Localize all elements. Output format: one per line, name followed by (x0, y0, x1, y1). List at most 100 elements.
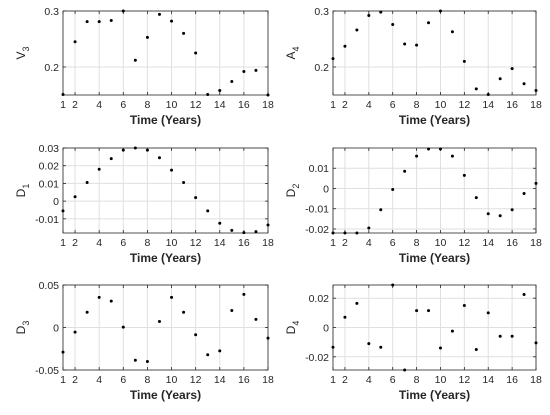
y-tick-label: 0 (53, 196, 59, 208)
data-point (157, 12, 161, 16)
x-tick-label: 4 (366, 237, 372, 249)
x-tick-label: 1 (330, 99, 336, 111)
data-point (109, 299, 113, 303)
y-axis-label-main: D (14, 325, 28, 334)
data-point (438, 9, 442, 13)
data-point (403, 368, 407, 372)
x-tick-label: 8 (144, 237, 150, 249)
data-point (133, 358, 137, 362)
data-point (109, 157, 113, 161)
data-point (343, 315, 347, 319)
y-tick-label: 0.02 (39, 161, 60, 173)
data-point (510, 67, 514, 71)
x-tick-label: 4 (96, 374, 102, 386)
y-tick-label: -0.05 (35, 365, 59, 377)
axes-box (62, 10, 269, 96)
x-tick-label: 12 (459, 237, 471, 249)
y-axis-label-main: V (14, 52, 28, 60)
x-tick-label: 1 (330, 237, 336, 249)
data-point (403, 42, 407, 46)
data-point (218, 89, 222, 93)
data-point (145, 360, 149, 363)
data-point (194, 196, 198, 200)
x-tick-label: 2 (72, 374, 78, 386)
data-point (474, 347, 478, 351)
data-point (534, 341, 538, 345)
data-point (121, 148, 125, 152)
data-point (242, 231, 246, 235)
data-point (462, 59, 466, 63)
x-axis-label: Time (Years) (130, 388, 201, 402)
data-point (230, 80, 234, 84)
x-tick-label: 16 (506, 237, 518, 249)
data-point (97, 20, 101, 24)
x-tick-label: 1 (60, 374, 66, 386)
y-axis-label: D4 (284, 321, 301, 335)
x-tick-label: 16 (238, 99, 250, 111)
data-point (61, 209, 65, 213)
x-tick-label: 1 (330, 374, 336, 386)
x-tick-label: 18 (262, 99, 274, 111)
data-point (415, 43, 419, 47)
data-point (367, 342, 371, 346)
x-tick-label: 4 (366, 99, 372, 111)
x-tick-label: 8 (144, 374, 150, 386)
y-tick-label: 0 (323, 323, 329, 335)
data-point (415, 309, 419, 313)
data-point (133, 146, 137, 150)
data-point (73, 330, 77, 334)
data-point (182, 181, 186, 185)
data-point (254, 317, 258, 321)
data-point (242, 292, 246, 296)
y-tick-label: 0.3 (44, 6, 59, 18)
x-tick-label: 18 (262, 237, 274, 249)
data-point (391, 283, 395, 287)
y-axis-label-main: D (284, 188, 298, 197)
data-point (474, 196, 478, 200)
y-tick-label: 0 (53, 323, 59, 335)
x-tick-label: 2 (342, 99, 348, 111)
data-point (343, 44, 347, 48)
y-axis-label-main: D (284, 325, 298, 334)
x-tick-label: 2 (342, 374, 348, 386)
y-axis-label-subscript: 3 (21, 46, 31, 51)
data-point (379, 345, 383, 349)
data-point (73, 40, 77, 44)
x-tick-label: 14 (214, 99, 226, 111)
x-tick-label: 1 (60, 99, 66, 111)
data-point (331, 57, 335, 61)
data-point (61, 92, 65, 96)
plot-area (333, 148, 536, 233)
data-point (355, 231, 359, 235)
y-axis-label-subscript: 2 (291, 184, 301, 189)
data-point (121, 325, 125, 329)
y-tick-label: 0.01 (39, 178, 60, 190)
data-point (367, 13, 371, 17)
data-point (522, 82, 526, 86)
data-point (121, 9, 125, 13)
y-axis-label-subscript: 4 (291, 46, 301, 51)
data-point (343, 231, 347, 235)
data-point (266, 93, 270, 97)
data-point (522, 192, 526, 196)
x-tick-label: 4 (96, 99, 102, 111)
x-tick-label: 2 (342, 237, 348, 249)
data-point (498, 214, 502, 218)
data-point (85, 310, 89, 314)
x-tick-label: 14 (214, 374, 226, 386)
data-point (498, 334, 502, 338)
x-tick-label: 10 (166, 237, 178, 249)
x-tick-label: 14 (482, 374, 494, 386)
y-tick-label: -0.01 (35, 214, 59, 226)
axes-box (62, 147, 269, 234)
y-axis-label: D2 (284, 184, 301, 198)
x-tick-label: 2 (72, 237, 78, 249)
data-point (218, 349, 222, 353)
data-point (391, 22, 395, 26)
data-point (534, 181, 538, 185)
y-axis-label-subscript: 1 (21, 184, 31, 189)
x-tick-label: 6 (390, 237, 396, 249)
